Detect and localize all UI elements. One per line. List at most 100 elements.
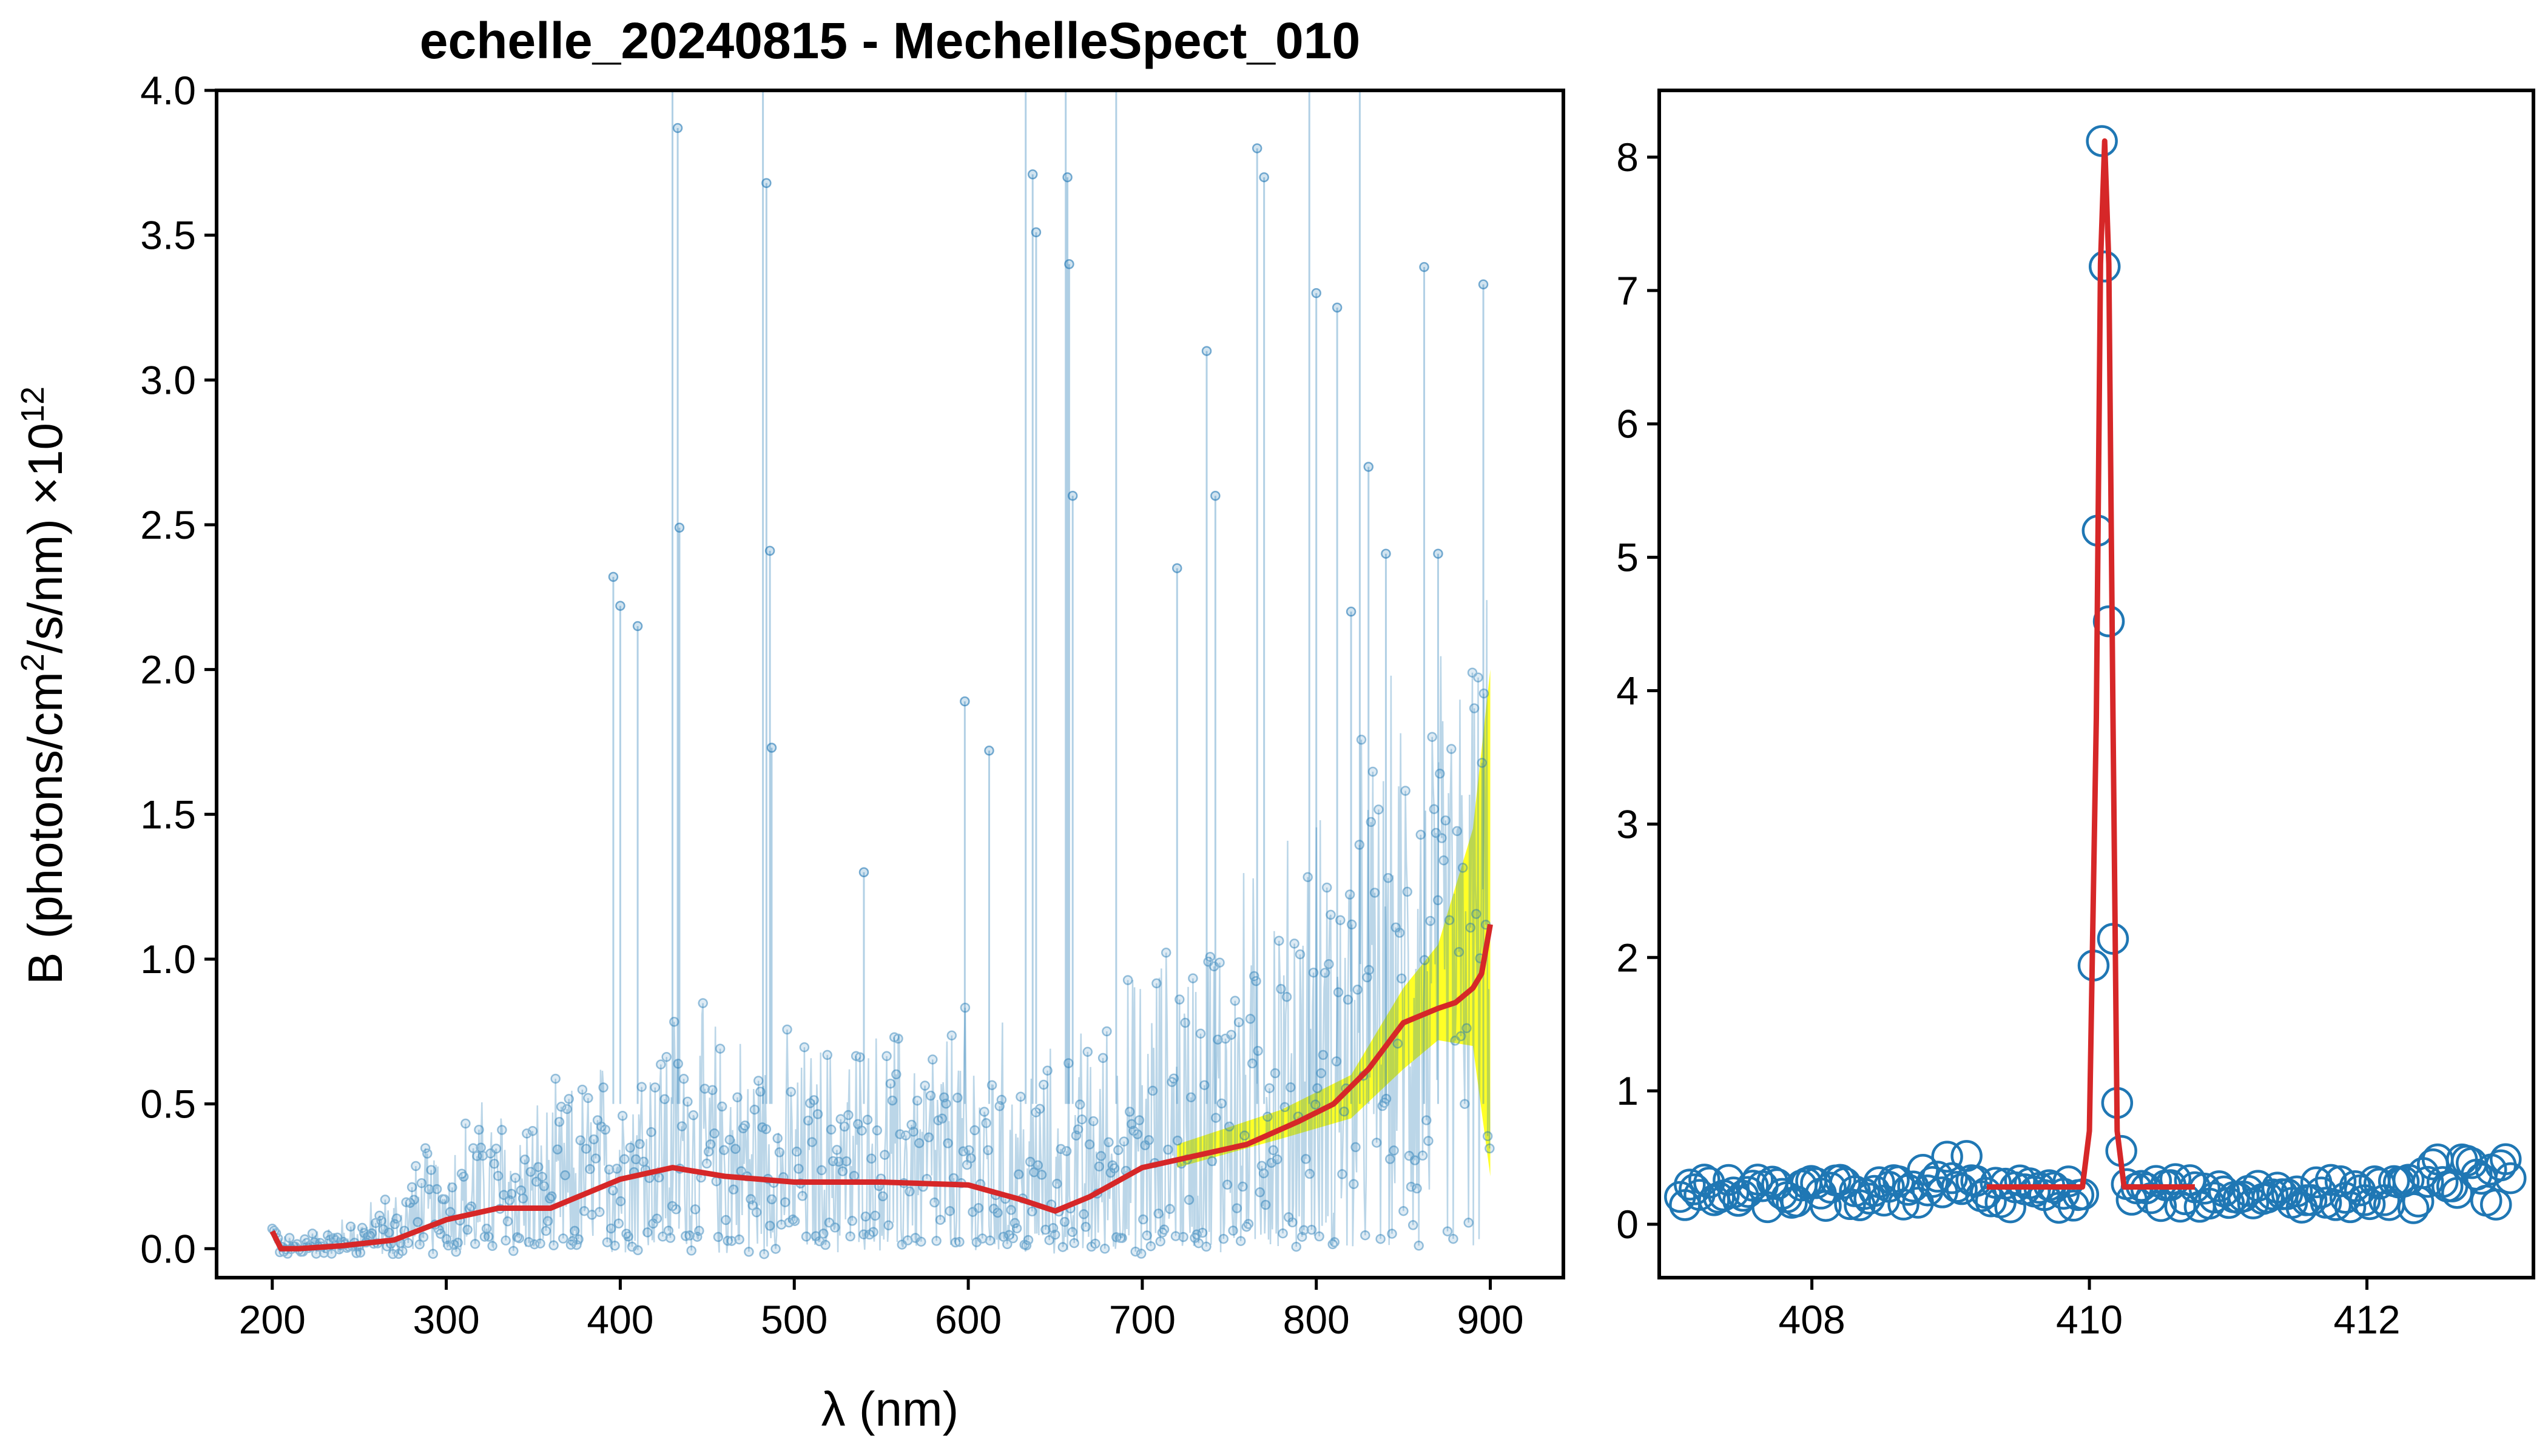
y-tick-label: 8 bbox=[1616, 135, 1639, 180]
spectrum-connecting-line bbox=[272, 600, 1491, 1256]
x-tick-label: 300 bbox=[413, 1297, 480, 1342]
x-tick-label: 500 bbox=[761, 1297, 827, 1342]
y-tick-label: 3.0 bbox=[140, 357, 196, 402]
spike-point bbox=[672, 123, 683, 133]
spike-point bbox=[764, 545, 775, 556]
spike-point bbox=[1478, 279, 1489, 290]
zoom-point bbox=[2479, 1188, 2512, 1221]
zoom-point bbox=[1737, 1170, 1769, 1202]
zoom-point bbox=[2441, 1177, 2473, 1209]
zoom-point bbox=[2256, 1178, 2289, 1211]
spike-point bbox=[615, 601, 625, 611]
main-plot-frame bbox=[215, 89, 1565, 1279]
y-tick-label: 7 bbox=[1616, 268, 1639, 313]
zoom-point bbox=[1829, 1167, 1861, 1199]
spike-point bbox=[1062, 172, 1073, 183]
y-tick-label: 4 bbox=[1616, 668, 1639, 713]
zoom-point bbox=[2145, 1190, 2177, 1222]
spike-point bbox=[1259, 172, 1269, 183]
spike-point bbox=[1346, 606, 1357, 617]
y-tick-label: 3 bbox=[1616, 801, 1639, 846]
zoom-point bbox=[1674, 1168, 1706, 1201]
y-tick-label: 0 bbox=[1616, 1202, 1639, 1247]
zoom-point bbox=[1887, 1188, 1919, 1221]
zoom-axes: 408 410 412 0 1 2 3 4 5 6 7 8 bbox=[1616, 135, 2400, 1342]
zoom-fit-curve bbox=[1986, 138, 2195, 1190]
uncertainty-band-area bbox=[1177, 669, 1491, 1176]
x-tick-label: 900 bbox=[1457, 1297, 1523, 1342]
y-tick-label: 3.5 bbox=[140, 213, 196, 258]
spike-point bbox=[1201, 346, 1212, 356]
zoom-point bbox=[1936, 1162, 1968, 1195]
chart-title: echelle_20240815 - MechelleSpect_010 bbox=[420, 12, 1360, 69]
zoom-data-points bbox=[1664, 125, 2527, 1224]
zoom-point bbox=[2295, 1184, 2328, 1216]
spike-point bbox=[1210, 490, 1221, 501]
spike-point bbox=[1311, 288, 1321, 298]
spike-point bbox=[1064, 259, 1074, 269]
x-axis-title: λ (nm) bbox=[821, 1382, 959, 1436]
y-axis-title-part1: B (photons/cm bbox=[18, 672, 72, 985]
spike-point bbox=[766, 743, 777, 753]
y-tick-label: 5 bbox=[1616, 535, 1639, 580]
spike-point bbox=[632, 621, 643, 632]
y-axis-title-part2: /s/nm) ×10 bbox=[18, 423, 72, 653]
zoom-point bbox=[1980, 1167, 2012, 1199]
x-tick-label: 412 bbox=[2333, 1297, 2400, 1342]
spike-point bbox=[674, 522, 685, 533]
zoom-line-panel: 408 410 412 0 1 2 3 4 5 6 7 8 bbox=[1616, 89, 2535, 1342]
x-tick-label: 200 bbox=[239, 1297, 306, 1342]
x-tick-label: 408 bbox=[1779, 1297, 1845, 1342]
spike-point bbox=[1172, 563, 1182, 573]
x-tick-label: 400 bbox=[587, 1297, 653, 1342]
zoom-point bbox=[2353, 1188, 2386, 1221]
spike-point bbox=[984, 746, 994, 756]
zoom-point bbox=[1742, 1164, 1774, 1196]
main-spectrum-panel: echelle_20240815 - MechelleSpect_010 200… bbox=[15, 12, 1565, 1436]
spike-point bbox=[1031, 227, 1042, 238]
zoom-point bbox=[1931, 1141, 1963, 1173]
spike-point bbox=[761, 178, 772, 188]
zoom-point bbox=[1916, 1165, 1949, 1198]
spike-point bbox=[960, 696, 970, 707]
zoom-point bbox=[2412, 1165, 2444, 1198]
zoom-point bbox=[2397, 1192, 2430, 1224]
spike-point bbox=[1381, 548, 1391, 559]
spectrum-markers bbox=[267, 667, 1495, 1259]
y-tick-label: 4.0 bbox=[140, 68, 196, 113]
zoom-point bbox=[2495, 1162, 2527, 1195]
y-tick-label: 0.5 bbox=[140, 1082, 196, 1127]
y-axis-title: B (photons/cm2/s/nm) ×1012 bbox=[15, 386, 72, 985]
zoom-point bbox=[1946, 1173, 1978, 1205]
x-tick-label: 410 bbox=[2056, 1297, 2123, 1342]
spectrum-data-points bbox=[267, 90, 1495, 1259]
y-tick-label: 2 bbox=[1616, 935, 1639, 980]
spike-point bbox=[1027, 169, 1038, 180]
y-tick-label: 0.0 bbox=[140, 1226, 196, 1271]
y-tick-label: 2.0 bbox=[140, 647, 196, 692]
y-tick-label: 1.5 bbox=[140, 792, 196, 837]
y-tick-label: 6 bbox=[1616, 402, 1639, 447]
zoom-point bbox=[1853, 1182, 1886, 1215]
y-tick-label: 2.5 bbox=[140, 502, 196, 547]
zoom-point bbox=[2490, 1143, 2522, 1175]
y-tick-label: 1.0 bbox=[140, 937, 196, 982]
peak-point bbox=[2092, 605, 2125, 638]
zoom-plot-frame bbox=[1657, 89, 2535, 1279]
zoom-point bbox=[1815, 1171, 1847, 1204]
y-axis-title-sup1: 2 bbox=[15, 653, 51, 672]
x-tick-label: 600 bbox=[935, 1297, 1002, 1342]
spike-point bbox=[1252, 143, 1262, 153]
spike-point bbox=[1332, 302, 1343, 313]
x-tick-label: 800 bbox=[1283, 1297, 1350, 1342]
spike-point bbox=[1363, 462, 1374, 472]
spike-point bbox=[858, 867, 869, 878]
spike-point bbox=[1433, 548, 1443, 559]
spike-point bbox=[608, 571, 619, 582]
zoom-point bbox=[1684, 1179, 1716, 1211]
spike-point bbox=[1067, 490, 1078, 501]
zoom-point bbox=[1907, 1153, 1939, 1186]
main-axes: 200 300 400 500 600 700 800 900 0.0 0.5 1.0 1.5 2.0 2… bbox=[140, 68, 1523, 1342]
peak-point bbox=[2088, 251, 2121, 283]
